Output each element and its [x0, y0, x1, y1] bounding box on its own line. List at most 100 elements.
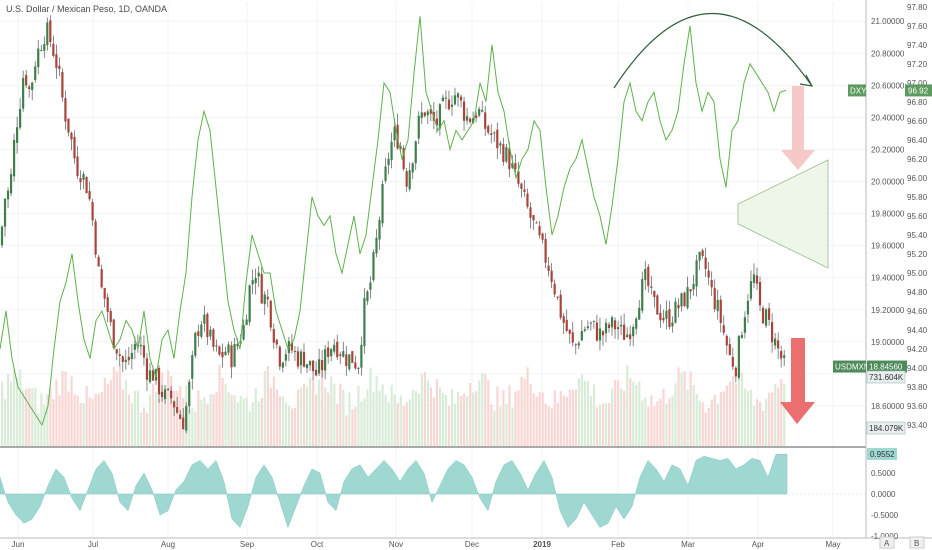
volume-bar — [749, 389, 753, 446]
candle — [541, 232, 544, 244]
candle — [281, 361, 284, 373]
candle — [31, 81, 34, 101]
candle — [710, 271, 713, 297]
candle-body — [719, 299, 722, 323]
candle-body — [484, 112, 487, 129]
candle — [680, 292, 683, 312]
candle — [363, 288, 366, 354]
candle-body — [429, 109, 432, 114]
candle-body — [402, 148, 405, 170]
volume-bar — [369, 367, 372, 446]
month-label: Mar — [681, 540, 695, 549]
candle — [677, 298, 680, 318]
candle — [163, 385, 167, 404]
candle — [565, 309, 568, 333]
usdmxn-axis-label: 18.60000 — [871, 402, 905, 411]
candle-body — [100, 269, 103, 288]
candle-body — [774, 338, 777, 346]
candle-body — [363, 298, 366, 347]
dxy-axis-label: 96.00 — [907, 174, 928, 183]
candle-body — [589, 322, 592, 324]
candle-body — [12, 139, 16, 177]
candle — [671, 316, 674, 333]
candle — [417, 111, 420, 145]
candle — [351, 351, 354, 364]
candle-body — [629, 334, 632, 340]
candle — [357, 366, 360, 375]
volume-bar — [124, 379, 128, 446]
candle-body — [179, 414, 182, 419]
candle — [330, 348, 333, 362]
volume-bar — [598, 404, 602, 446]
candle — [308, 360, 312, 371]
candle — [758, 276, 762, 312]
candle-body — [764, 309, 768, 326]
candle — [170, 386, 173, 404]
volume-bar — [737, 367, 741, 446]
volume-bar — [390, 384, 393, 446]
volume-bar — [617, 380, 620, 446]
volume-bar — [484, 374, 487, 446]
volume-bar — [765, 398, 768, 446]
dxy-axis-label: 97.00 — [907, 79, 928, 88]
candle-body — [112, 319, 115, 348]
volume-bar — [363, 398, 366, 446]
candle-body — [523, 189, 526, 192]
candle-body — [475, 115, 478, 118]
volume-bar — [13, 369, 16, 446]
candle — [441, 94, 445, 102]
candle — [438, 103, 441, 136]
dxy-axis-label: 96.80 — [907, 98, 928, 107]
candle-body — [734, 367, 737, 377]
candle-body — [490, 133, 493, 135]
volume-bar — [79, 403, 82, 446]
candle — [339, 351, 342, 365]
candle — [692, 274, 695, 296]
candle — [52, 35, 55, 58]
candle — [167, 387, 170, 391]
dxy-axis-label: 95.20 — [907, 250, 928, 259]
candle — [85, 176, 88, 194]
candle-body — [698, 251, 701, 261]
candle-body — [200, 324, 203, 337]
candle-body — [707, 270, 710, 278]
candle — [647, 263, 650, 293]
volume-bar — [689, 371, 692, 446]
candle — [598, 317, 602, 351]
volume-bar — [438, 387, 442, 446]
candle-body — [559, 294, 562, 318]
volume-bar — [152, 383, 155, 446]
candle-body — [674, 301, 677, 323]
candle — [64, 90, 67, 130]
candle — [517, 161, 520, 188]
candle — [529, 202, 532, 229]
scale-b-button[interactable]: B — [909, 536, 925, 549]
volume-bar — [722, 391, 725, 446]
dxy-axis-label: 97.80 — [907, 3, 928, 12]
candle — [777, 332, 780, 359]
dxy-axis-label: 93.40 — [907, 421, 928, 430]
volume-bar — [768, 392, 771, 446]
volume-bar — [303, 384, 306, 446]
candle — [604, 318, 608, 343]
volume-bar — [85, 386, 88, 446]
volume-bar — [740, 372, 744, 446]
scale-a-button[interactable]: A — [879, 536, 895, 549]
candle — [242, 319, 245, 341]
candle — [456, 92, 460, 107]
candle — [780, 345, 783, 368]
correlation-area — [0, 453, 788, 529]
candle — [716, 289, 719, 320]
candle-body — [191, 355, 194, 379]
candle-body — [281, 362, 284, 368]
candle-body — [517, 171, 520, 184]
candle-body — [133, 343, 136, 350]
volume-bar — [746, 390, 750, 446]
candle — [70, 131, 73, 151]
candle — [595, 314, 599, 342]
candle-body — [668, 309, 671, 327]
candle-body — [296, 351, 300, 367]
month-label: Dec — [465, 540, 479, 549]
volume-bar — [299, 387, 303, 446]
